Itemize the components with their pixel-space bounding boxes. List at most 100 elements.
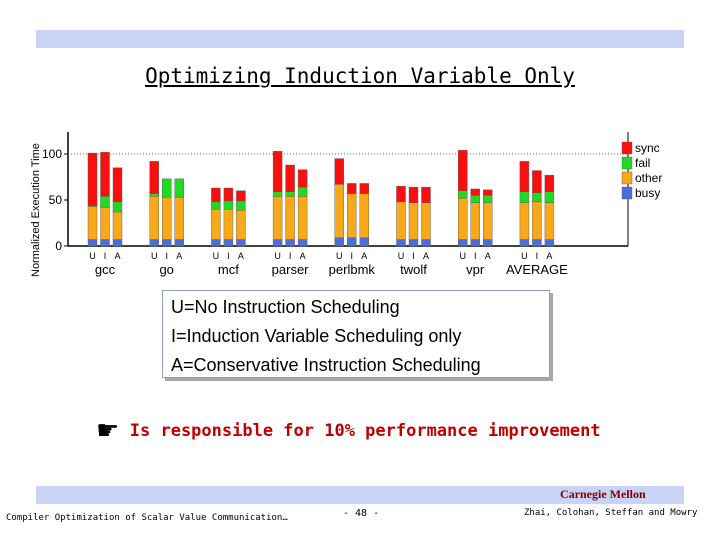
bar-segment-sync [532, 170, 542, 193]
legend-label-busy: busy [635, 186, 660, 200]
bar-segment-fail [174, 178, 184, 198]
bar-segment-other [236, 209, 246, 240]
legend-label-sync: sync [635, 141, 660, 155]
bar-segment-fail [297, 186, 308, 197]
category-label: gcc [95, 262, 116, 277]
bar-label: A [361, 251, 367, 261]
bar-segment-busy [334, 237, 344, 247]
bar-segment-sync [211, 187, 221, 203]
legend-line-a: A=Conservative Instruction Scheduling [171, 355, 481, 375]
bar-segment-other [149, 196, 159, 240]
category-label: go [159, 262, 173, 277]
bar-segment-busy [396, 239, 406, 247]
bar-segment-fail [458, 190, 468, 199]
bar-label: A [300, 251, 306, 261]
bar-label: I [536, 251, 539, 261]
bar-segment-other [297, 196, 308, 240]
y-axis-label: Normalized Execution Time [30, 143, 42, 277]
bar-segment-busy [519, 239, 530, 247]
bar-segment-sync [483, 189, 493, 196]
bar-segment-busy [483, 239, 493, 247]
bar-segment-other [396, 201, 406, 240]
bar-segment-sync [272, 151, 283, 192]
category-label: AVERAGE [506, 262, 568, 277]
bar-segment-sync [347, 183, 357, 194]
note-text: Is responsible for 10% performance impro… [129, 421, 601, 441]
pointing-hand-icon: ☛ [96, 416, 120, 446]
bar-segment-fail [236, 200, 246, 211]
bar-label: A [546, 251, 552, 261]
bar-label: I [104, 251, 107, 261]
bar-segment-sync [408, 186, 419, 203]
bar-segment-sync [519, 161, 530, 192]
bar-segment-busy [100, 239, 110, 247]
bar-segment-busy [297, 239, 308, 247]
footer-authors: Zhai, Colohan, Steffan and Mowry [524, 508, 698, 518]
bar-segment-other [272, 196, 283, 240]
bar-label: U [213, 251, 220, 261]
bar-segment-sync [223, 187, 234, 202]
bar-segment-other [483, 202, 493, 240]
category-label: mcf [218, 262, 239, 277]
legend-swatch-fail [621, 156, 633, 170]
bar-segment-busy [421, 239, 431, 247]
slide-title: Optimizing Induction Variable Only [145, 64, 575, 88]
bar-label: I [474, 251, 477, 261]
bar-segment-sync [297, 169, 308, 188]
bar-segment-fail [149, 193, 159, 197]
bar-segment-fail [211, 201, 221, 210]
legend-line-i: I=Induction Variable Scheduling only [171, 326, 462, 346]
bar-segment-fail [112, 201, 123, 213]
bar-segment-busy [272, 239, 283, 247]
bar-segment-busy [149, 239, 159, 247]
footer-band [36, 486, 684, 504]
page-number: - 48 - [343, 508, 380, 519]
y-tick-label-50: 50 [49, 193, 63, 207]
bar-segment-fail [223, 200, 234, 210]
bar-label: I [351, 251, 354, 261]
bar-label: A [485, 251, 491, 261]
bar-segment-other [334, 184, 344, 238]
bar-segment-sync [285, 164, 295, 192]
bar-segment-busy [236, 239, 246, 247]
bar-segment-fail [544, 191, 555, 203]
bar-segment-sync [100, 151, 110, 197]
bar-segment-sync [149, 161, 159, 194]
bar-segment-sync [87, 152, 98, 206]
footer-org: Carnegie Mellon [560, 487, 646, 501]
y-tick-label-100: 100 [42, 147, 62, 161]
bar-segment-sync [470, 188, 480, 196]
bar-segment-sync [359, 183, 369, 194]
legend-swatch-sync [621, 141, 633, 155]
bar-segment-fail [272, 191, 283, 197]
bar-label: U [459, 251, 466, 261]
bar-label: I [227, 251, 230, 261]
bar-segment-other [347, 193, 357, 238]
bar-segment-sync [396, 185, 406, 203]
bar-segment-other [223, 208, 234, 240]
bar-label: A [238, 251, 244, 261]
bar-segment-other [87, 206, 98, 240]
bar-label: A [114, 251, 120, 261]
category-label: parser [272, 262, 310, 277]
improvement-note: ☛ Is responsible for 10% performance imp… [96, 416, 601, 446]
bar-label: U [274, 251, 281, 261]
bar-segment-busy [112, 239, 123, 247]
bar-label: A [176, 251, 182, 261]
category-label: twolf [400, 262, 427, 277]
bar-segment-sync [334, 158, 344, 185]
bar-segment-busy [470, 239, 480, 247]
y-tick-label-0: 0 [55, 239, 62, 253]
legend-swatch-busy [621, 186, 633, 200]
bar-segment-busy [347, 237, 357, 247]
legend-line-u: U=No Instruction Scheduling [171, 297, 400, 317]
scheduling-legend-box: U=No Instruction Scheduling I=Induction … [162, 290, 550, 378]
bar-segment-other [174, 197, 184, 240]
bar-segment-other [458, 197, 468, 240]
bar-segment-fail [483, 195, 493, 203]
bar-label: I [165, 251, 168, 261]
bar-segment-other [285, 196, 295, 240]
legend-label-other: other [635, 171, 662, 185]
bar-segment-busy [223, 239, 234, 247]
